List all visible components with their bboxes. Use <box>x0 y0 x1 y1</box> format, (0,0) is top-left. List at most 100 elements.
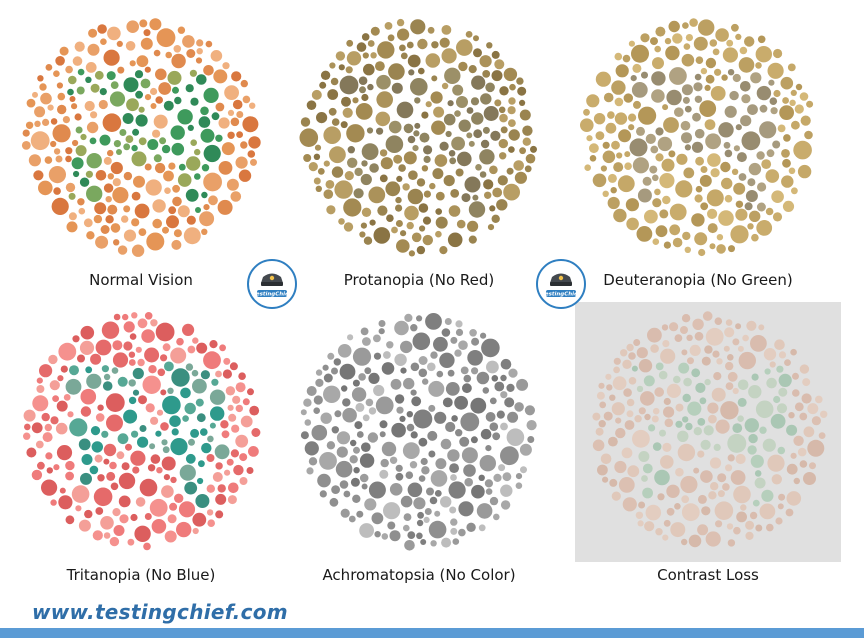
plate-dot <box>408 69 415 76</box>
plate-dot <box>736 511 747 523</box>
plate-dot <box>171 239 182 250</box>
plate-dot <box>105 215 114 224</box>
plate-dot <box>482 126 490 134</box>
plate-dot <box>395 196 402 204</box>
plate-dot <box>138 106 145 113</box>
plate-dot <box>235 404 243 413</box>
plate-dot <box>714 68 722 76</box>
plate-dot <box>106 471 116 481</box>
plate-dot <box>662 195 671 205</box>
plate-dot <box>41 412 50 422</box>
plate-dot <box>731 168 739 175</box>
plate-dot <box>737 415 744 422</box>
plate-dot <box>455 168 464 177</box>
plate-dot <box>185 188 199 202</box>
plate-dot <box>53 148 61 155</box>
plate-dot <box>358 76 368 85</box>
footer-url[interactable]: www.testingchief.com <box>32 600 288 624</box>
plate-dot <box>672 33 683 44</box>
plate-dot <box>359 523 374 538</box>
plate-dot <box>633 100 641 109</box>
plate-dot <box>509 83 516 91</box>
plate-dot <box>712 48 720 56</box>
plate-dot <box>121 462 130 471</box>
plate-dot <box>55 56 65 66</box>
plate-dot <box>669 224 681 236</box>
plate-dot <box>747 178 756 187</box>
plate-dot <box>776 365 784 373</box>
plate-dot <box>651 89 665 103</box>
plate-dot <box>599 401 607 409</box>
plate-deuteranopia <box>576 14 822 260</box>
plate-dot <box>704 378 711 386</box>
plate-dot <box>697 450 705 458</box>
plate-dot <box>681 84 693 96</box>
plate-dot <box>226 178 239 191</box>
plate-dot <box>65 155 72 163</box>
plate-dot <box>713 372 722 381</box>
plate-dot <box>414 122 421 129</box>
plate-dot <box>361 93 369 102</box>
plate-dot <box>53 464 60 471</box>
plate-dot <box>441 48 457 64</box>
plate-dot <box>169 415 181 427</box>
plate-dot <box>379 420 388 429</box>
plate-dot <box>809 462 816 470</box>
plate-dot <box>98 99 108 110</box>
plate-dot <box>360 173 372 186</box>
plate-dot <box>304 441 319 456</box>
plate-dot <box>147 464 156 472</box>
plate-dot <box>694 232 708 246</box>
plate-dot <box>736 152 747 163</box>
plate-dot <box>451 415 458 422</box>
plate-dot <box>227 404 234 411</box>
plate-dot <box>794 402 804 412</box>
plate-dot <box>705 531 721 547</box>
plate-dot <box>89 465 99 475</box>
plate-dot <box>443 175 455 187</box>
plate-dot <box>200 128 215 143</box>
plate-dot <box>712 350 720 358</box>
plate-dot <box>393 154 403 164</box>
plate-dot <box>128 379 136 387</box>
plate-dot <box>129 60 136 67</box>
plate-dot <box>706 189 724 207</box>
plate-dot <box>473 48 482 58</box>
plate-dot <box>637 520 644 527</box>
plate-dot <box>116 451 125 460</box>
plate-dot <box>172 184 181 193</box>
plate-dot <box>327 352 335 360</box>
plate-dot <box>246 467 254 474</box>
plate-dot <box>306 386 317 396</box>
plate-dot <box>470 397 487 414</box>
plate-dot <box>514 402 524 412</box>
plate-dot <box>164 530 177 543</box>
plate-dot <box>72 56 83 66</box>
plate-dot <box>418 368 428 378</box>
plate-dot <box>638 451 650 462</box>
plate-dot <box>644 521 655 532</box>
plate-dot <box>375 396 394 415</box>
plate-dot <box>445 382 460 396</box>
plate-dot <box>655 26 666 37</box>
plate-dot <box>144 513 152 520</box>
plate-dot <box>93 214 103 224</box>
plate-dot <box>68 75 77 85</box>
plate-dot <box>678 362 690 374</box>
plate-dot <box>100 38 107 45</box>
plate-dot <box>502 472 512 482</box>
plate-dot <box>189 69 197 77</box>
plate-dot <box>589 143 599 154</box>
plate-dot <box>485 82 495 93</box>
plate-dot <box>795 83 803 91</box>
plate-dot <box>53 70 60 77</box>
plate-dot <box>762 438 776 452</box>
plate-dot <box>128 359 136 366</box>
plate-dot <box>198 116 211 128</box>
plate-dot <box>323 160 330 167</box>
plate-dot <box>380 157 393 170</box>
plate-dot <box>450 527 458 535</box>
plate-dot <box>160 422 169 431</box>
plate-dot <box>471 367 479 375</box>
plate-dot <box>662 340 670 348</box>
